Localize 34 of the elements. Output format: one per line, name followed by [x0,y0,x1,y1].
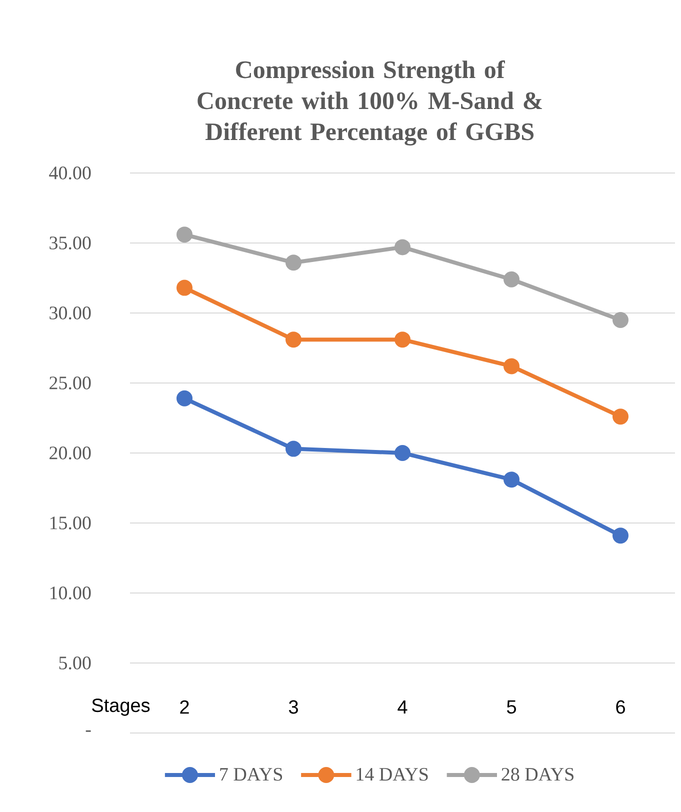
y-tick-label: 40.00 [49,166,91,180]
x-tick-label: 6 [616,700,625,714]
point [612,528,628,544]
legend-label: 28 DAYS [502,768,574,781]
point [394,332,410,348]
legend-label: 14 DAYS [356,768,428,781]
point [394,239,410,256]
point [176,280,192,296]
x-tick-label: 4 [398,700,408,714]
y-tick-label: 15.00 [50,516,91,530]
point [504,472,520,488]
y-tick-label: 25.00 [50,376,91,390]
x-tick-label: 2 [180,700,189,714]
point [176,226,192,243]
legend-label: 7 DAYS [220,768,282,781]
y-tick-label: 35.00 [50,236,91,250]
chart-title: Compression Strength of Concrete with 100% M-Sand & Different Percentage of GGBS [198,60,542,146]
point [286,440,302,457]
point [394,444,410,461]
point [286,254,302,271]
point [286,332,302,348]
x-tick-label: 3 [288,700,298,714]
y-tick-label: 10.00 [50,586,91,600]
x-axis-title: Stages [92,698,150,716]
y-tick-label: 30.00 [50,306,91,320]
point [504,358,520,374]
point [612,312,628,328]
y-tick-label: 5.00 [59,656,91,670]
y-tick-label: 20.00 [50,446,91,460]
point [176,390,192,406]
y-tick-label: - [86,730,91,732]
x-tick-label: 5 [506,700,516,714]
point [504,271,520,288]
point [612,408,628,425]
